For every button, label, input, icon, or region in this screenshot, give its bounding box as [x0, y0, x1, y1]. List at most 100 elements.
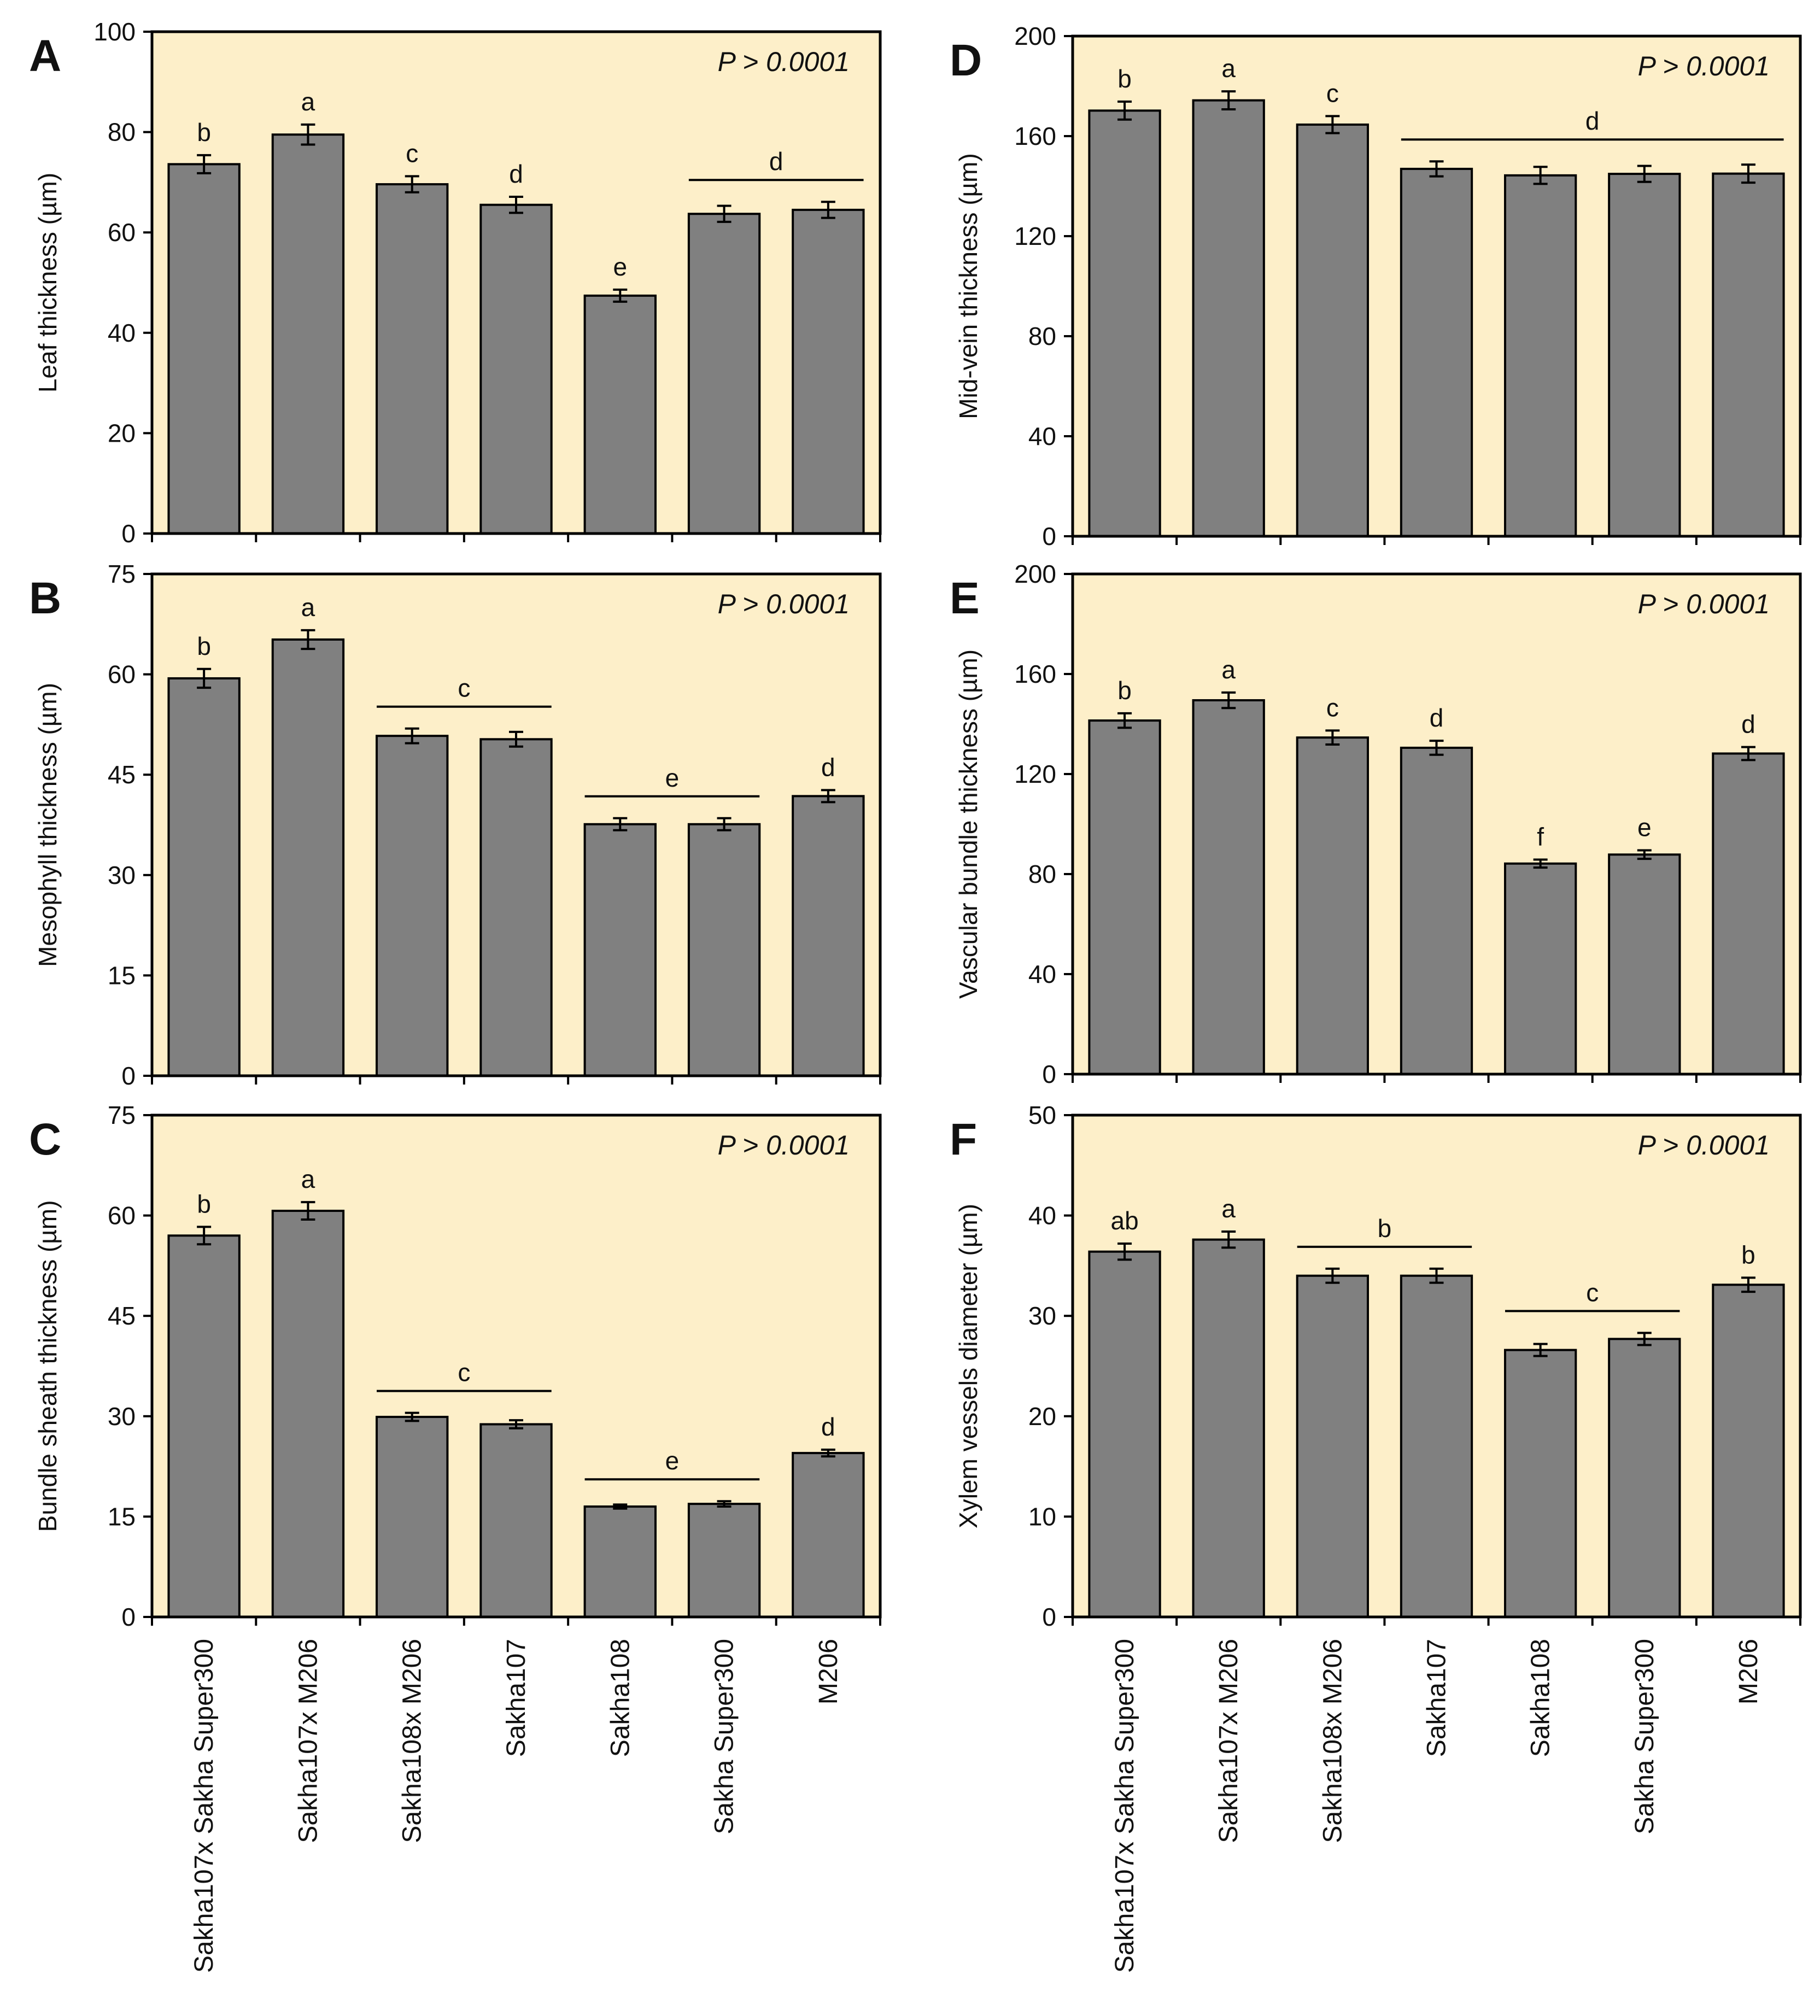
error-bar-a-5	[613, 288, 628, 303]
sig-letter-c-2: a	[301, 1165, 315, 1193]
y-tick-label-e-2: 80	[1028, 860, 1056, 888]
p-value-b: P > 0.0001	[718, 589, 850, 619]
error-bar-a-3	[405, 175, 419, 194]
sig-letter-f-1: ab	[1110, 1206, 1138, 1235]
category-label-c-7: M206	[814, 1639, 843, 1704]
sig-letter-e-6: e	[1637, 813, 1652, 842]
bar-c-3	[376, 1416, 449, 1618]
sig-letter-e-2: a	[1221, 655, 1236, 684]
error-bar-d-5	[1533, 166, 1548, 185]
bar-f-4	[1400, 1274, 1473, 1618]
error-bar-d-2	[1221, 90, 1236, 111]
y-tick-label-a-0: 0	[121, 519, 136, 548]
p-value-d: P > 0.0001	[1638, 51, 1770, 81]
bar-f-7	[1712, 1284, 1785, 1618]
y-tick-label-e-0: 0	[1042, 1060, 1056, 1088]
y-tick-label-d-0: 0	[1042, 522, 1056, 550]
y-tick-label-b-5: 75	[108, 560, 136, 588]
error-bar-e-6	[1637, 849, 1652, 860]
y-tick-label-a-4: 80	[108, 118, 136, 146]
panel-d: b a c d P > 0.0001 0 40 80 120 160 200 Mid-vein thi…	[950, 22, 1802, 550]
error-bar-c-5	[613, 1503, 628, 1510]
error-bar-c-3	[405, 1411, 419, 1422]
bar-c-5	[583, 1505, 657, 1619]
error-bar-b-5	[613, 817, 628, 831]
y-axis-label-f: Xylem vessels diameter (µm)	[954, 1204, 982, 1528]
bar-d-2	[1192, 99, 1265, 537]
bar-f-2	[1192, 1238, 1265, 1619]
y-tick-label-f-2: 20	[1028, 1402, 1056, 1431]
error-bar-f-2	[1221, 1230, 1236, 1249]
category-label-c-6: Sakha Super300	[710, 1639, 739, 1835]
y-axis-label-c: Bundle sheath thickness (µm)	[33, 1200, 62, 1532]
error-bar-b-2	[301, 629, 315, 650]
bar-f-1	[1088, 1250, 1161, 1619]
error-bar-b-6	[717, 817, 731, 831]
bar-f-6	[1608, 1338, 1681, 1618]
error-bar-d-1	[1117, 100, 1132, 121]
y-tick-label-d-3: 120	[1014, 222, 1056, 250]
sig-letter-d-3: c	[1326, 79, 1339, 107]
category-label-f-3: Sakha108x M206	[1318, 1639, 1347, 1843]
bar-f-3	[1296, 1274, 1370, 1618]
sig-letter-d-4: d	[1585, 107, 1600, 135]
error-bar-e-3	[1325, 729, 1340, 746]
plot-frame-f	[1071, 1114, 1802, 1619]
error-bar-c-6	[717, 1500, 731, 1508]
bar-d-3	[1296, 123, 1370, 537]
y-tick-label-e-4: 160	[1014, 660, 1056, 688]
error-bar-c-4	[509, 1419, 523, 1429]
sig-letter-f-4: c	[1586, 1278, 1599, 1306]
panel-e: b a c d f e d P > 0.0001 0 40 80 120 160 200 Vascular …	[950, 560, 1802, 1088]
sig-letter-b-3: c	[458, 674, 470, 702]
sig-letter-d-2: a	[1221, 54, 1236, 83]
sig-letter-e-4: d	[1430, 704, 1444, 732]
error-bar-d-7	[1741, 163, 1755, 184]
bar-c-1	[167, 1234, 241, 1619]
plot-frame-c	[150, 1114, 882, 1619]
error-bar-d-6	[1637, 165, 1652, 183]
y-tick-label-f-4: 40	[1028, 1202, 1056, 1230]
bar-b-2	[271, 638, 345, 1077]
error-bar-b-3	[405, 727, 419, 745]
y-tick-label-b-2: 30	[108, 861, 136, 889]
sig-letter-b-2: a	[301, 593, 315, 622]
bar-e-2	[1192, 699, 1265, 1075]
bar-c-7	[792, 1452, 865, 1619]
error-bar-b-7	[821, 789, 835, 804]
error-bar-a-2	[301, 123, 315, 146]
panel-letter-a: A	[29, 31, 61, 81]
error-bar-f-6	[1637, 1332, 1652, 1346]
bar-b-1	[167, 677, 241, 1077]
bar-b-5	[583, 823, 657, 1077]
sig-letter-f-2: a	[1221, 1194, 1236, 1223]
sig-letter-c-4: e	[665, 1446, 680, 1475]
bar-a-1	[167, 163, 241, 535]
bar-a-7	[792, 208, 865, 535]
y-tick-label-c-4: 60	[108, 1202, 136, 1230]
bar-a-3	[376, 183, 449, 535]
y-tick-label-e-3: 120	[1014, 760, 1056, 788]
y-tick-label-e-5: 200	[1014, 560, 1056, 588]
p-value-c: P > 0.0001	[718, 1130, 850, 1161]
bar-b-7	[792, 795, 865, 1077]
bar-d-5	[1503, 174, 1577, 537]
error-bar-e-2	[1221, 691, 1236, 710]
plot-frame-b	[150, 572, 882, 1077]
y-tick-label-a-5: 100	[93, 17, 136, 46]
y-tick-label-f-3: 30	[1028, 1302, 1056, 1330]
panel-c: b a c e d P > 0.0001 0 15 30 45 60 75 Bundle sheath …	[29, 1101, 882, 1973]
category-label-c-5: Sakha108	[606, 1639, 635, 1757]
panel-letter-b: B	[29, 573, 61, 623]
panel-a: b a c d e d P > 0.0001 0 20 40 60 80 100 Leaf thickne…	[29, 17, 882, 548]
y-tick-label-f-5: 50	[1028, 1101, 1056, 1129]
sig-letter-b-4: e	[665, 764, 680, 792]
sig-letter-a-3: c	[406, 139, 418, 167]
category-label-f-6: Sakha Super300	[1630, 1639, 1659, 1835]
bar-a-2	[271, 133, 345, 535]
bar-d-6	[1608, 173, 1681, 537]
y-tick-label-a-3: 60	[108, 218, 136, 247]
bar-d-1	[1088, 109, 1161, 537]
